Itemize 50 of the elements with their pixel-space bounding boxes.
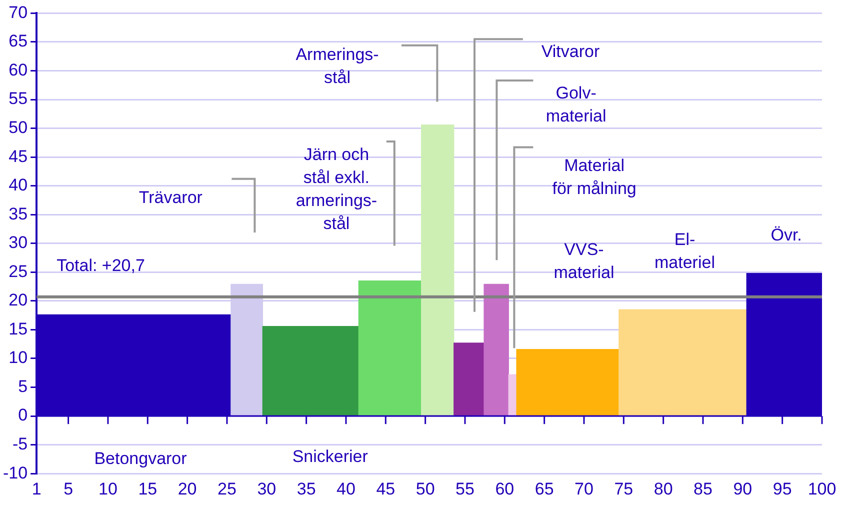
x-tick-label: 15: [138, 479, 158, 498]
annotation: Golv- material: [546, 83, 606, 126]
x-tick-label: 75: [614, 479, 634, 498]
x-tick-label: 100: [808, 479, 836, 498]
x-tick-label: 95: [772, 479, 792, 498]
y-tick-label: 0: [18, 406, 28, 425]
x-tick-label: 65: [534, 479, 554, 498]
y-tick-label: 10: [8, 348, 28, 368]
x-tick-label: 70: [574, 479, 594, 498]
y-tick-label: 55: [8, 89, 28, 108]
x-tick-label: 25: [218, 479, 236, 498]
annotation: Armerings- stål: [296, 44, 379, 87]
y-tick-label: 25: [8, 262, 28, 281]
x-tick-label: 35: [296, 479, 316, 498]
y-tick-label: 70: [8, 2, 28, 22]
y-tick-label: 30: [8, 233, 28, 252]
annotation: VVS- material: [554, 240, 614, 282]
x-tick-label: 1: [32, 479, 42, 498]
annotation: Järn och stål exkl. armerings- stål: [296, 145, 378, 234]
y-tick-label: 35: [8, 204, 28, 224]
annotation: El- materiel: [654, 230, 715, 272]
x-tick-label: 55: [456, 479, 474, 498]
annotation: Trävaror: [138, 188, 203, 208]
x-tick-label: 90: [733, 479, 752, 498]
y-tick-label: 40: [8, 176, 28, 195]
x-tick-label: 85: [694, 479, 712, 498]
x-tick-label: 60: [495, 479, 514, 498]
annotation: Snickerier: [292, 447, 368, 466]
x-tick-label: 20: [178, 479, 197, 498]
y-tick-label: -10: [2, 463, 28, 482]
annotation: Övr.: [770, 226, 802, 245]
x-tick-label: 80: [654, 479, 673, 498]
annotation: Vitvaror: [541, 42, 600, 62]
y-tick-label: 45: [8, 146, 28, 166]
y-tick-label: 65: [8, 32, 28, 51]
x-tick-label: 10: [98, 479, 118, 498]
y-tick-label: 15: [8, 319, 28, 338]
x-tick-label: 40: [336, 479, 356, 498]
y-tick-label: 5: [18, 376, 28, 396]
annotation: Material för målning: [552, 156, 636, 198]
x-tick-label: 45: [376, 479, 396, 498]
annotation: Betongvaror: [94, 448, 188, 468]
y-tick-label: 50: [8, 118, 28, 137]
y-tick-label: 60: [8, 60, 28, 80]
y-tick-label: 20: [8, 290, 28, 310]
x-tick-label: 5: [64, 479, 74, 498]
y-tick-label: -5: [12, 434, 28, 454]
ref-line-label: Total: +20,7: [56, 256, 145, 276]
x-tick-label: 50: [416, 479, 435, 498]
x-tick-label: 30: [257, 479, 276, 498]
